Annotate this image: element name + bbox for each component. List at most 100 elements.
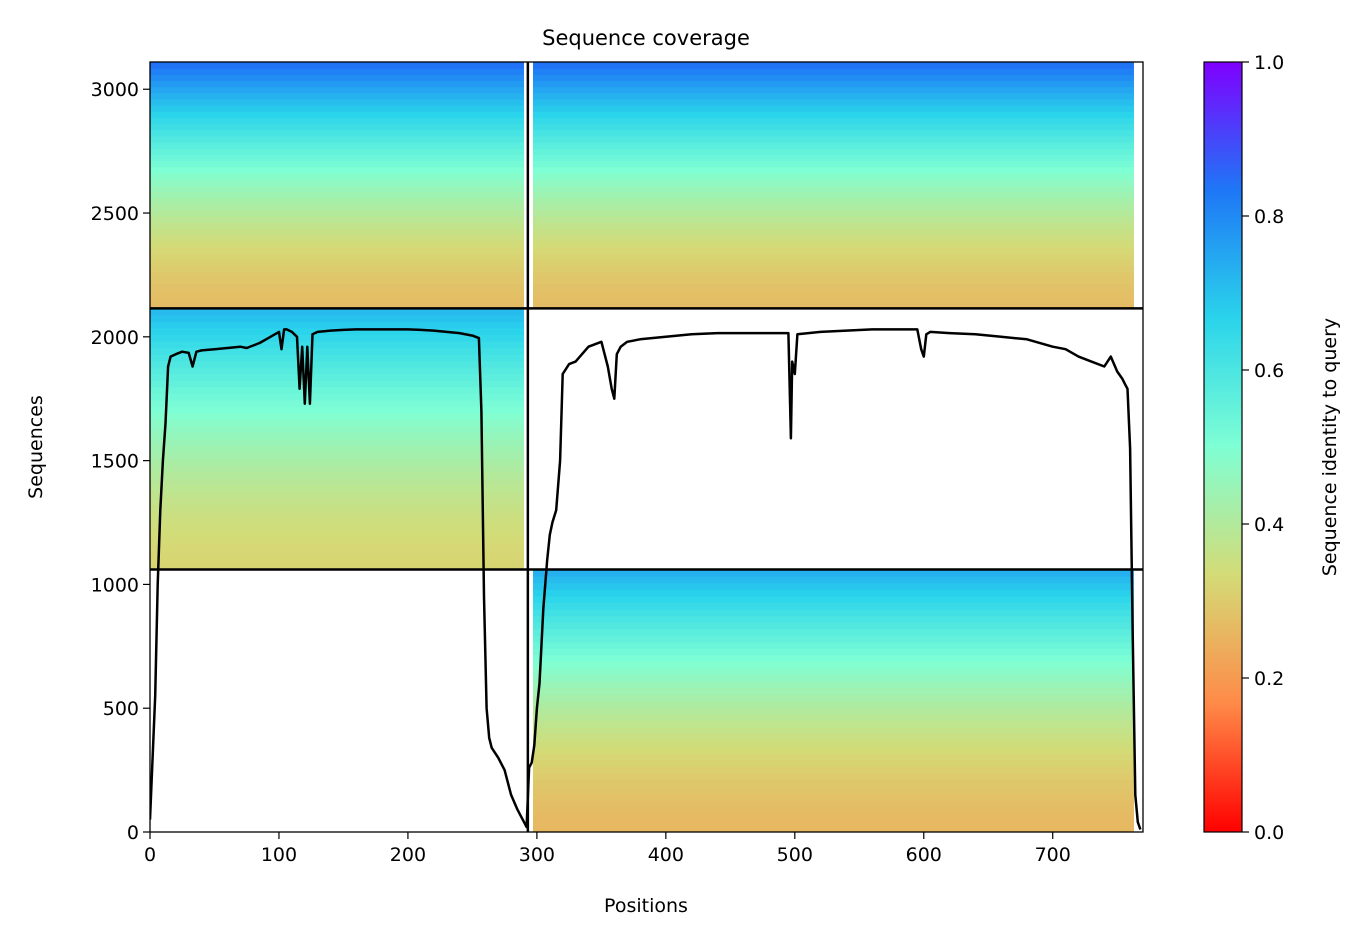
- heatmap-band: [533, 825, 1134, 832]
- y-tick: 2500: [91, 203, 150, 225]
- heatmap-band: [533, 271, 1134, 279]
- heatmap-band: [533, 259, 1134, 266]
- heatmap-band: [533, 74, 1134, 82]
- heatmap-band: [150, 445, 524, 453]
- heatmap-band: [150, 271, 524, 279]
- heatmap-band: [533, 252, 1134, 260]
- colorbar-tick-label: 0.6: [1254, 360, 1284, 382]
- heatmap-band: [150, 438, 524, 447]
- heatmap-band: [533, 740, 1134, 748]
- x-axis-label: Positions: [604, 895, 688, 917]
- heatmap-band: [533, 228, 1134, 236]
- heatmap-band: [533, 179, 1134, 186]
- colorbar-tick-label: 1.0: [1254, 52, 1284, 74]
- x-tick: 100: [261, 832, 297, 866]
- heatmap-band: [150, 197, 524, 205]
- x-tick: 500: [777, 832, 813, 866]
- heatmap-band: [150, 240, 524, 248]
- heatmap-block-chain-B-bottom: [533, 569, 1134, 832]
- heatmap-band: [533, 753, 1134, 761]
- heatmap-band: [533, 105, 1134, 112]
- heatmap-band: [150, 412, 524, 420]
- colorbar-tick: 0.0: [1242, 822, 1284, 844]
- heatmap-band: [150, 354, 524, 362]
- heatmap-band: [533, 608, 1134, 617]
- heatmap-band: [533, 759, 1134, 767]
- heatmap-band: [150, 289, 524, 297]
- heatmap-band: [533, 720, 1134, 728]
- x-tick-label: 0: [144, 844, 156, 866]
- x-tick: 600: [906, 832, 942, 866]
- heatmap-band: [150, 74, 524, 82]
- heatmap-band: [150, 172, 524, 180]
- heatmap-band: [533, 700, 1134, 708]
- heatmap-band: [533, 667, 1134, 676]
- heatmap-band: [150, 68, 524, 75]
- heatmap-band: [150, 129, 524, 137]
- heatmap-band: [150, 222, 524, 229]
- plot-frame: [149, 61, 1144, 833]
- heatmap-band: [150, 536, 524, 545]
- heatmap-band: [533, 589, 1134, 597]
- heatmap-band: [150, 556, 524, 564]
- heatmap-band: [150, 314, 524, 323]
- heatmap-band: [150, 283, 524, 291]
- y-axis-ticks: 0 500 1000 1500 2000 2500 3000: [91, 79, 150, 844]
- y-tick: 500: [103, 698, 150, 720]
- heatmap-band: [533, 62, 1134, 69]
- heatmap-band: [533, 296, 1134, 303]
- heatmap-band: [533, 772, 1134, 781]
- heatmap-band: [150, 148, 524, 155]
- y-tick-label: 2000: [91, 327, 139, 349]
- heatmap-band: [533, 92, 1134, 100]
- heatmap-band: [533, 117, 1134, 125]
- y-tick-label: 500: [103, 698, 139, 720]
- x-tick-label: 500: [777, 844, 813, 866]
- heatmap-band: [533, 727, 1134, 735]
- heatmap-band: [150, 478, 524, 486]
- heatmap-band: [150, 517, 524, 525]
- heatmap-band: [533, 602, 1134, 610]
- heatmap-band: [533, 191, 1134, 199]
- heatmap-band: [533, 98, 1134, 106]
- heatmap-band: [533, 129, 1134, 137]
- heatmap-band: [533, 786, 1134, 794]
- x-tick-label: 200: [390, 844, 426, 866]
- heatmap-band: [150, 491, 524, 499]
- heatmap-blocks: [150, 62, 1134, 832]
- heatmap-band: [533, 681, 1134, 689]
- heatmap-band: [533, 142, 1134, 149]
- x-axis-ticks: 0 100 200 300 400 500 600 700: [144, 832, 1071, 866]
- heatmap-band: [533, 687, 1134, 695]
- heatmap-band: [533, 694, 1134, 702]
- colorbar-tick: 0.8: [1242, 206, 1284, 228]
- y-axis-label: Sequences: [25, 395, 47, 499]
- heatmap-band: [533, 766, 1134, 774]
- coverage-line: [150, 328, 1142, 830]
- colorbar-tick-label: 0.8: [1254, 206, 1284, 228]
- heatmap-band: [533, 265, 1134, 272]
- heatmap-band: [533, 148, 1134, 155]
- colorbar-tick: 0.4: [1242, 514, 1284, 536]
- heatmap-band: [533, 283, 1134, 291]
- heatmap-band: [533, 628, 1134, 636]
- colorbar-tick: 0.2: [1242, 668, 1284, 690]
- heatmap-band: [150, 302, 524, 309]
- heatmap-band: [533, 215, 1134, 223]
- heatmap-band: [533, 197, 1134, 205]
- x-tick-label: 700: [1035, 844, 1071, 866]
- heatmap-band: [533, 654, 1134, 663]
- heatmap-band: [150, 191, 524, 199]
- colorbar: [1203, 61, 1243, 833]
- heatmap-band: [150, 246, 524, 254]
- heatmap-band: [150, 334, 524, 342]
- heatmap-band: [533, 661, 1134, 669]
- heatmap-band: [533, 135, 1134, 143]
- heatmap-band: [150, 386, 524, 394]
- heatmap-band: [533, 277, 1134, 285]
- heatmap-band: [150, 432, 524, 440]
- heatmap-band: [150, 321, 524, 329]
- x-tick: 700: [1035, 832, 1071, 866]
- heatmap-band: [533, 172, 1134, 180]
